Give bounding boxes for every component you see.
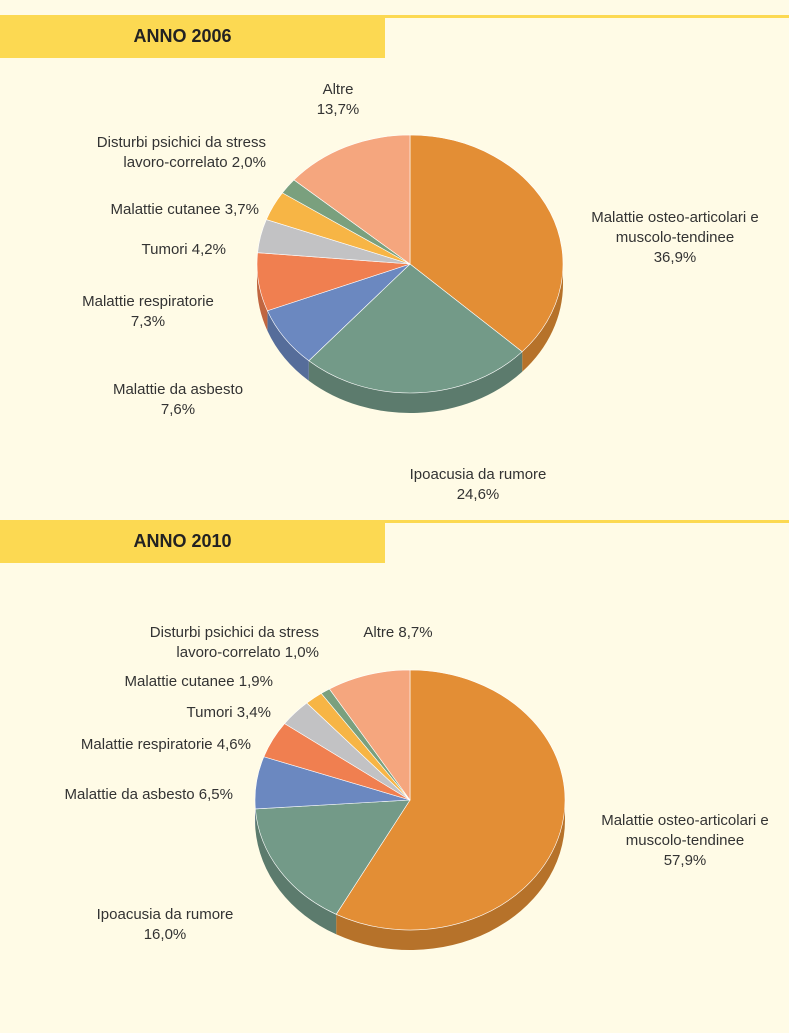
slice-label: Malattie da asbesto 7,6% <box>78 380 278 420</box>
category-name: Ipoacusia da rumore <box>409 466 547 483</box>
slice-label: Tumori 3,4% <box>71 703 272 723</box>
value-label: 16,0% <box>143 926 187 943</box>
value-label: 36,9% <box>653 249 697 266</box>
slice-label: Disturbi psichici da stress lavoro-corre… <box>61 133 266 173</box>
slice-side <box>255 808 337 935</box>
slice-label: Tumori 4,2% <box>26 240 227 260</box>
section-title: ANNO 2010 <box>0 520 385 563</box>
category-name: Malattie cutanee <box>110 201 221 218</box>
category-name: Malattie da asbesto <box>64 786 195 803</box>
slice-label: Altre 13,7% <box>288 80 388 120</box>
slice <box>255 799 411 915</box>
slice-side <box>336 800 565 950</box>
value-label: 7,3% <box>130 313 166 330</box>
slice-label: Malattie respiratorie 7,3% <box>48 292 248 332</box>
value-label: 2,0% <box>231 154 266 171</box>
category-name: Malattie respiratorie <box>80 736 213 753</box>
value-label: 6,5% <box>198 786 233 803</box>
slice <box>335 669 566 931</box>
value-label: 24,6% <box>456 486 500 503</box>
slice-label: Altre 8,7% <box>338 623 458 643</box>
value-label: 7,6% <box>160 401 196 418</box>
slice-label: Malattie cutanee 1,9% <box>43 672 273 692</box>
slice-label: Malattie cutanee 3,7% <box>39 200 259 220</box>
slice-label: Malattie osteo-articolari e muscolo-tend… <box>580 208 770 268</box>
value-label: 4,2% <box>191 241 226 258</box>
slice-label: Malattie osteo-articolari e muscolo-tend… <box>590 811 780 871</box>
category-name: Malattie respiratorie <box>82 293 214 310</box>
slice <box>308 263 523 394</box>
value-label: 1,0% <box>284 644 319 661</box>
value-label: 3,7% <box>224 201 259 218</box>
value-label: 4,6% <box>216 736 251 753</box>
category-name: Altre <box>322 81 354 98</box>
header-line <box>385 15 789 18</box>
category-name: Malattie cutanee <box>124 673 235 690</box>
slice <box>409 134 564 353</box>
header-line <box>385 520 789 523</box>
value-label: 1,9% <box>238 673 273 690</box>
category-name: Malattie da asbesto <box>112 381 244 398</box>
category-name: Ipoacusia da rumore <box>96 906 234 923</box>
slice-side <box>308 351 523 413</box>
slice-label: Malattie da asbesto 6,5% <box>3 785 233 805</box>
slice-label: Ipoacusia da rumore 24,6% <box>378 465 578 505</box>
value-label: 3,4% <box>236 704 271 721</box>
slice-side <box>522 264 563 372</box>
category-name: Tumori <box>186 704 233 721</box>
slice-label: Ipoacusia da rumore 16,0% <box>65 905 265 945</box>
category-name: Malattie osteo-articolari e muscolo-tend… <box>591 209 759 246</box>
category-name: Disturbi psichici da stress lavoro-corre… <box>149 624 319 661</box>
category-name: Altre <box>363 624 395 641</box>
category-name: Tumori <box>141 241 188 258</box>
value-label: 13,7% <box>316 101 360 118</box>
category-name: Disturbi psichici da stress lavoro-corre… <box>96 134 266 171</box>
category-name: Malattie osteo-articolari e muscolo-tend… <box>601 812 769 849</box>
section-title: ANNO 2006 <box>0 15 385 58</box>
slice <box>328 669 411 801</box>
slice-label: Malattie respiratorie 4,6% <box>11 735 251 755</box>
slice-side <box>267 310 309 381</box>
slice-label: Disturbi psichici da stress lavoro-corre… <box>114 623 319 663</box>
value-label: 8,7% <box>398 624 433 641</box>
value-label: 57,9% <box>663 852 707 869</box>
slice <box>293 134 411 265</box>
